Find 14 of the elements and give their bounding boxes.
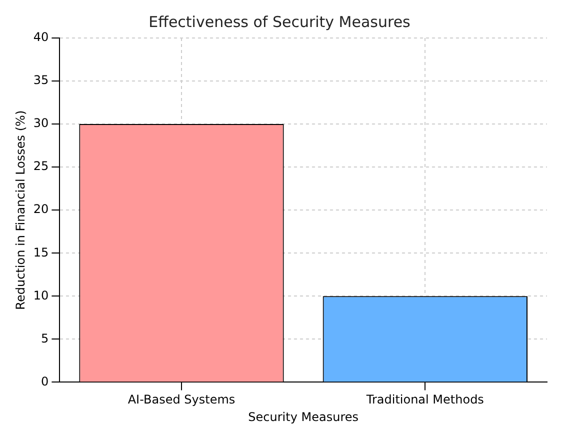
- y-tick-label: 35: [33, 73, 49, 88]
- y-tick-label: 0: [41, 374, 49, 388]
- chart-title: Effectiveness of Security Measures: [148, 12, 411, 31]
- y-tick-label: 30: [33, 116, 49, 130]
- y-tick-label: 40: [33, 30, 49, 44]
- x-tick-label: AI-Based Systems: [128, 392, 236, 407]
- y-axis-title: Reduction in Financial Losses (%): [13, 110, 28, 310]
- y-tick-label: 10: [33, 288, 49, 302]
- y-tick-label: 20: [33, 202, 49, 216]
- x-axis-title: Security Measures: [248, 410, 359, 424]
- y-tick-label: 15: [33, 245, 49, 260]
- y-tick-label: 25: [33, 159, 49, 174]
- x-tick-label: Traditional Methods: [365, 392, 484, 407]
- y-tick-label: 5: [41, 331, 49, 346]
